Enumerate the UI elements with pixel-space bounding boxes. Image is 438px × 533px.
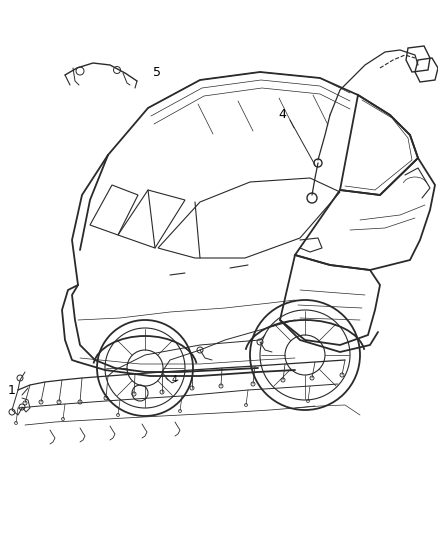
Text: 4: 4: [172, 376, 178, 384]
Text: 4: 4: [278, 109, 286, 122]
Text: 1: 1: [8, 384, 16, 397]
Text: 5: 5: [153, 66, 161, 78]
